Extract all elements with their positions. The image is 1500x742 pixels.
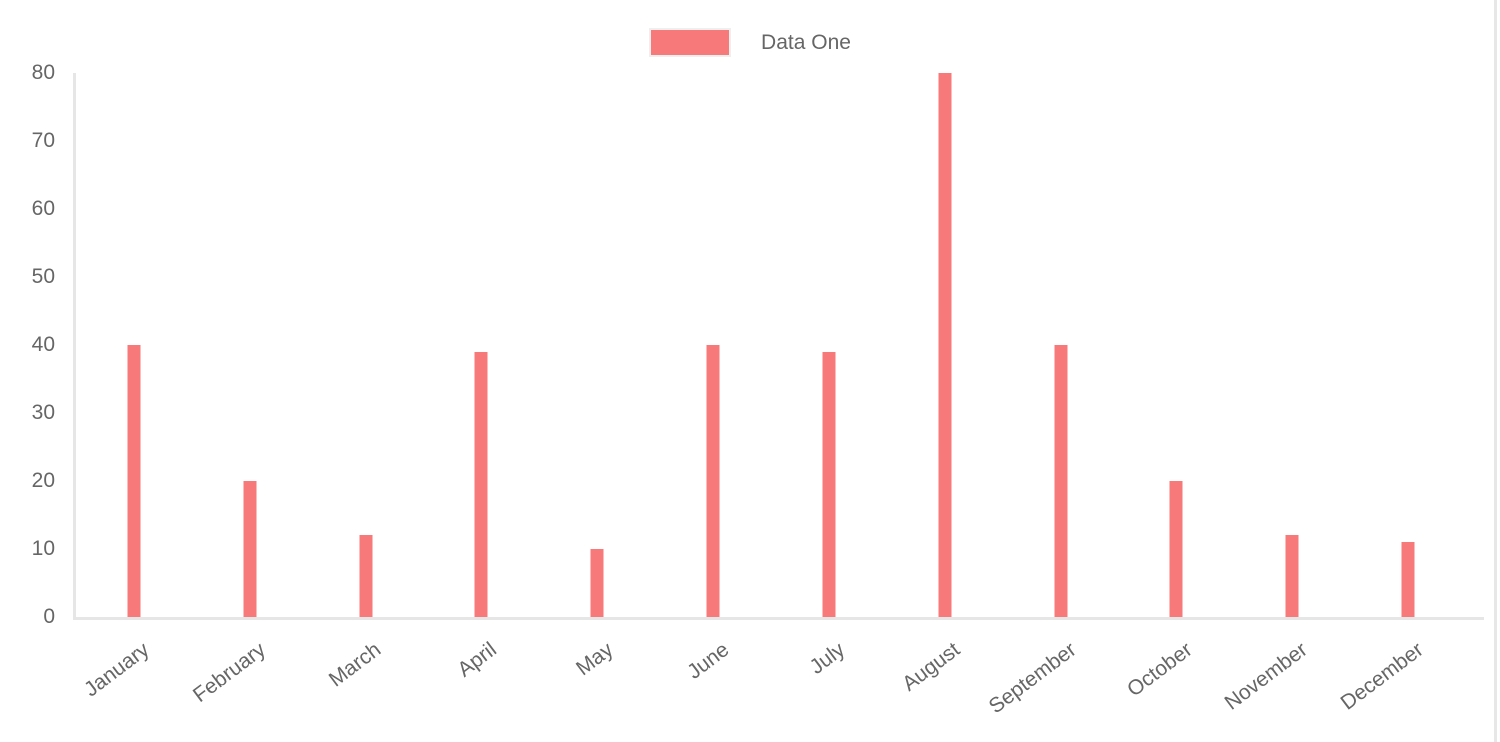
category-cell-june: June [655, 73, 771, 684]
x-tick-label-december: December [1336, 638, 1428, 715]
legend: Data One [0, 28, 1500, 57]
category-cell-may: May [539, 73, 655, 680]
y-axis: 0 10 20 30 40 50 60 70 80 [0, 0, 55, 742]
category-cell-april: April [423, 73, 539, 682]
y-tick-label-40: 40 [31, 333, 55, 356]
x-tick-label-august: August [898, 638, 965, 696]
bar-september[interactable] [1054, 345, 1068, 617]
x-tick-label-november: November [1220, 638, 1313, 715]
category-cell-february: February [189, 73, 308, 707]
category-cell-december: December [1337, 73, 1466, 715]
x-tick-label-march: March [324, 638, 386, 692]
bar-may[interactable] [590, 549, 604, 617]
y-tick-label-20: 20 [31, 469, 55, 492]
category-cells: January February March April May June July Augu… [76, 73, 1466, 718]
x-tick-label-july: July [805, 638, 849, 679]
x-tick-label-april: April [453, 638, 502, 682]
y-tick-label-50: 50 [31, 265, 55, 288]
bar-february[interactable] [243, 481, 257, 617]
category-cell-november: November [1221, 73, 1350, 715]
category-cell-october: October [1118, 73, 1234, 701]
category-cell-september: September [984, 73, 1119, 718]
viewport-right-edge-line [1494, 0, 1497, 742]
bar-january[interactable] [127, 345, 141, 617]
bar-august[interactable] [938, 73, 952, 617]
plot-area: January February March April May June July Augu… [73, 73, 1484, 718]
bar-april[interactable] [474, 351, 488, 617]
bar-june[interactable] [706, 345, 720, 617]
y-tick-label-70: 70 [31, 129, 55, 152]
category-cell-march: March [308, 73, 424, 691]
x-tick-label-february: February [188, 638, 270, 707]
category-cell-august: August [887, 73, 1003, 696]
bar-march[interactable] [359, 535, 373, 617]
y-tick-label-80: 80 [31, 61, 55, 84]
x-tick-label-september: September [984, 638, 1081, 719]
legend-swatch-data-one[interactable] [649, 28, 732, 57]
bar-november[interactable] [1285, 535, 1299, 617]
x-tick-label-october: October [1122, 638, 1197, 702]
x-tick-label-may: May [571, 638, 618, 681]
legend-label-data-one[interactable]: Data One [761, 30, 851, 54]
bar-july[interactable] [822, 351, 836, 617]
x-tick-label-january: January [80, 638, 154, 702]
category-cell-january: January [76, 73, 192, 701]
category-cell-july: July [771, 73, 887, 679]
y-tick-label-10: 10 [31, 537, 55, 560]
x-tick-label-june: June [682, 638, 733, 684]
y-tick-label-30: 30 [31, 401, 55, 424]
y-tick-label-0: 0 [43, 605, 55, 628]
bar-october[interactable] [1169, 481, 1183, 617]
bar-december[interactable] [1401, 542, 1415, 617]
y-tick-label-60: 60 [31, 197, 55, 220]
